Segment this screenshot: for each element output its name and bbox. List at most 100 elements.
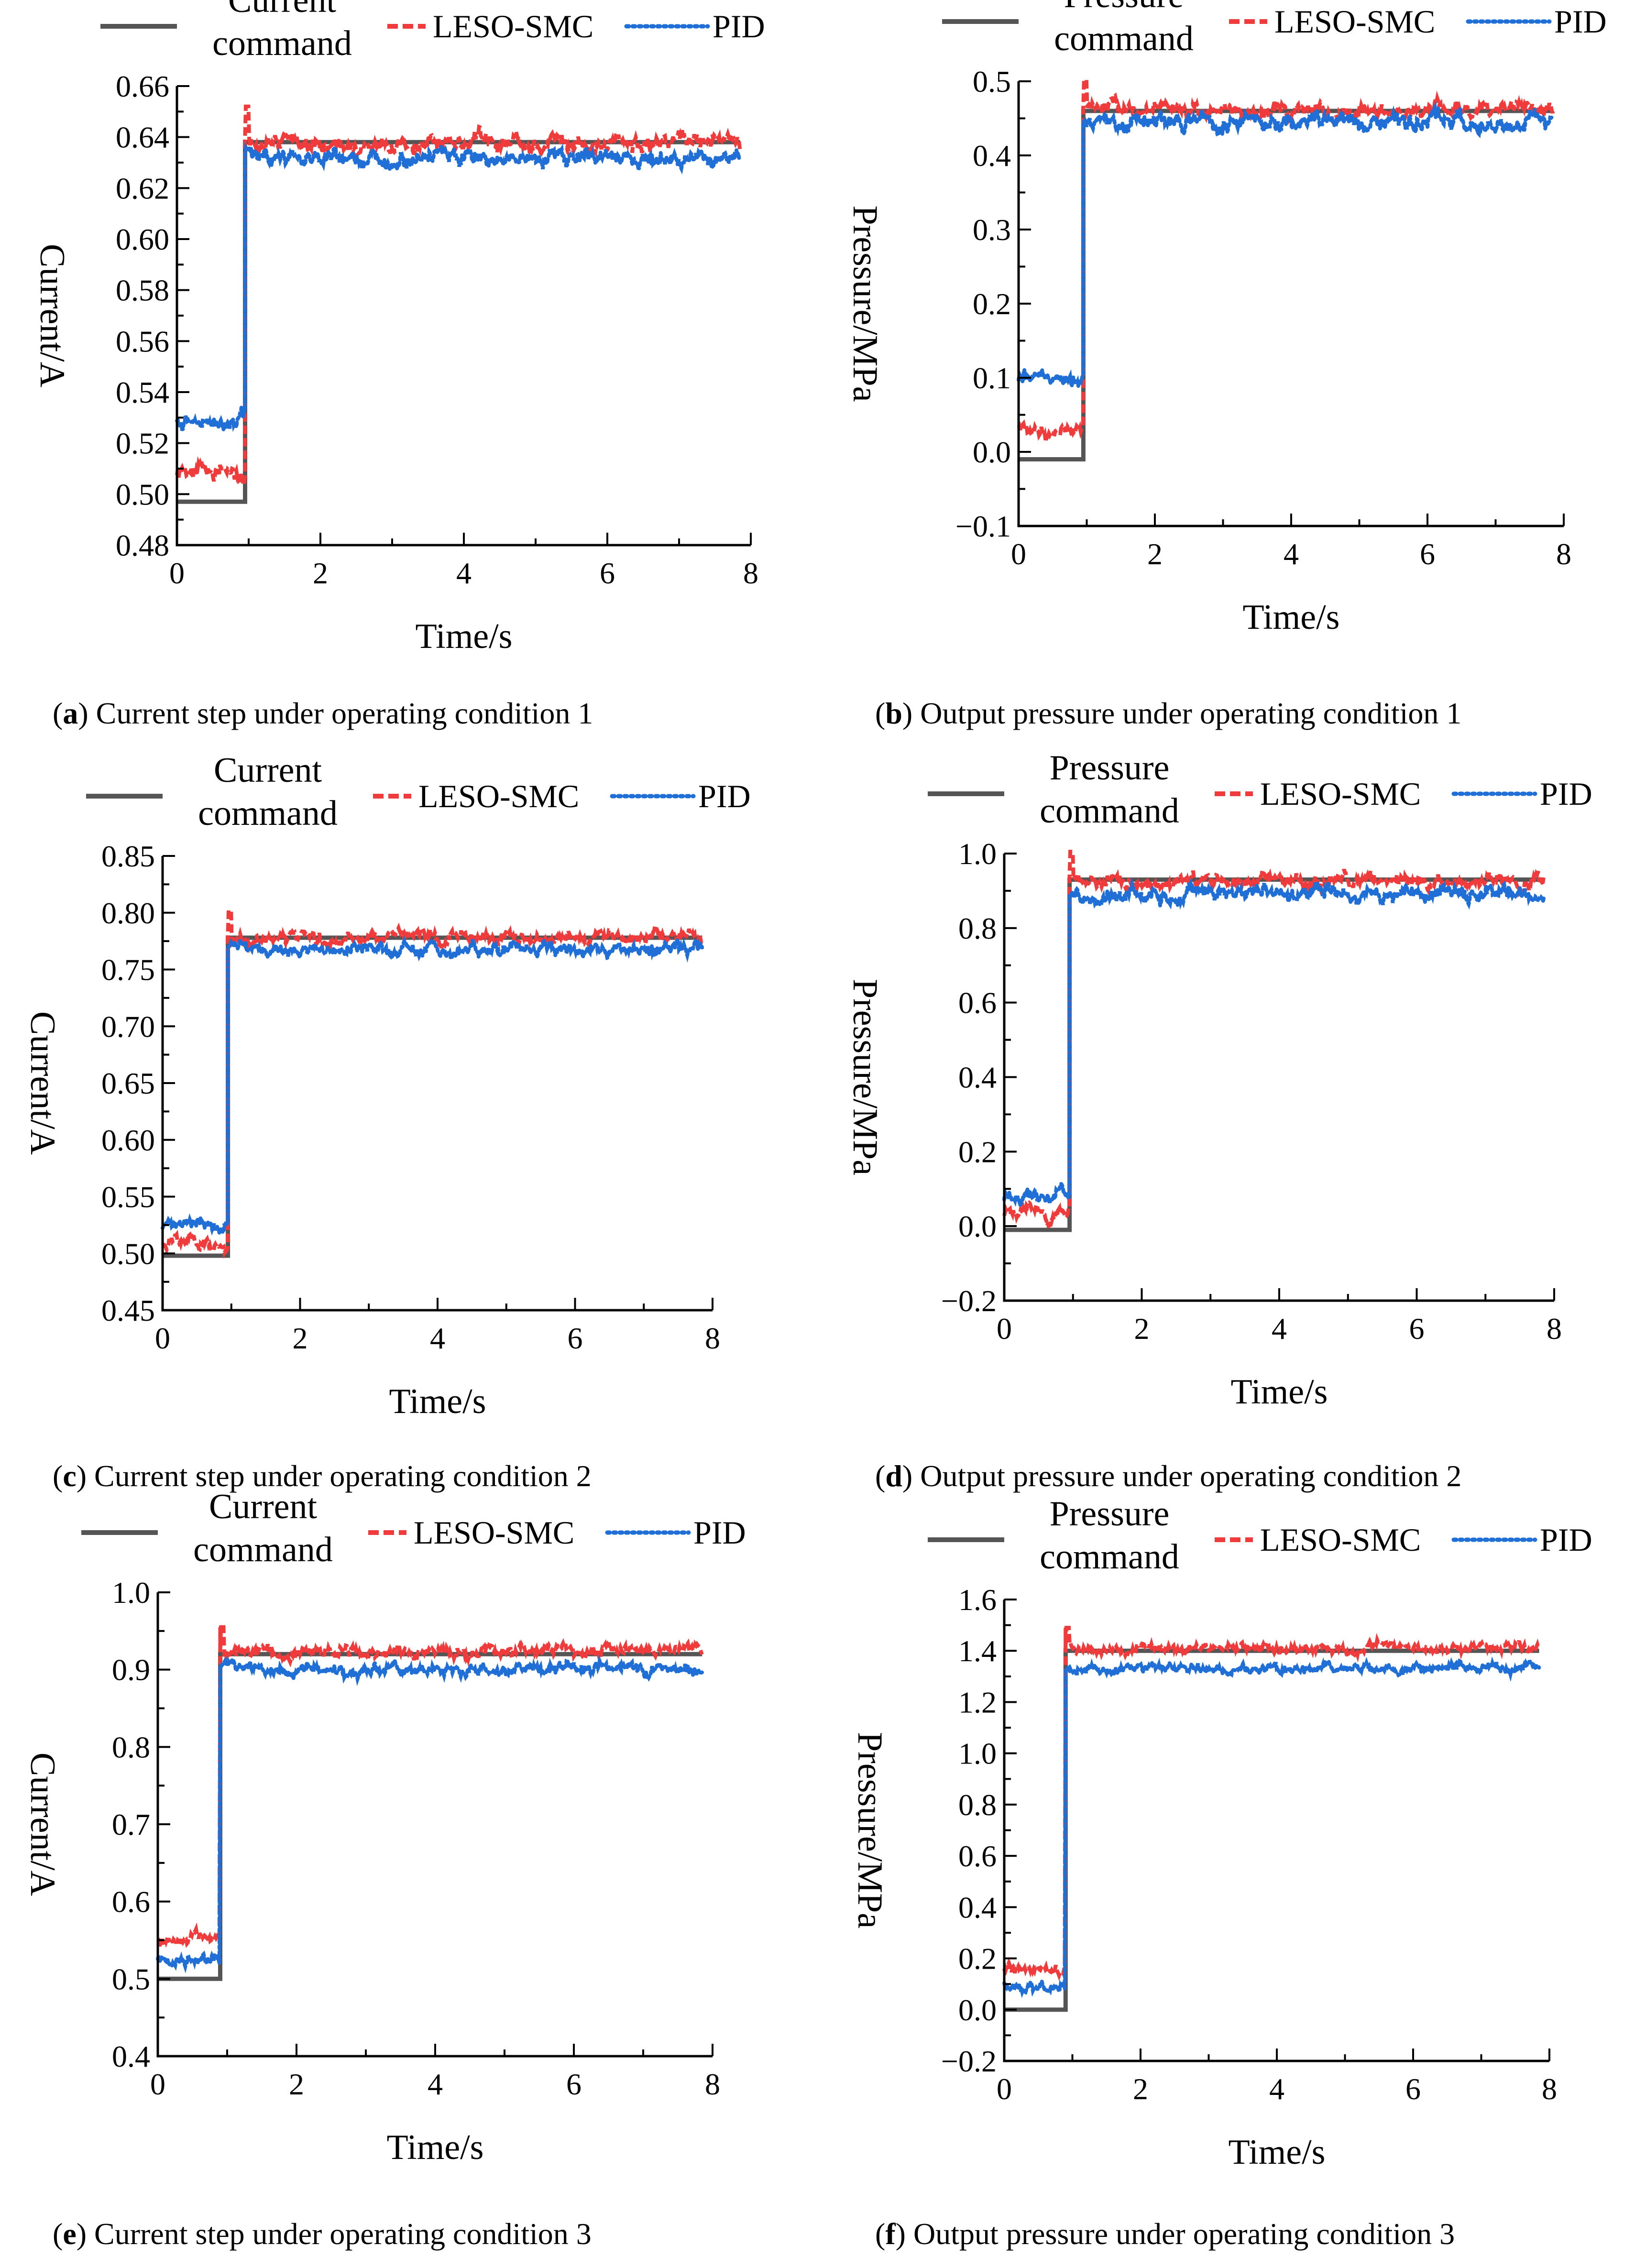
chart-a-ytick-label: 0.54 <box>116 375 169 409</box>
caption-a: (a) Current step under operating conditi… <box>53 696 593 730</box>
chart-f-pid-line <box>1002 1655 1541 1998</box>
caption-b: (b) Output pressure under operating cond… <box>875 696 1462 730</box>
chart-f-legend-command-label: Pressure <box>1050 1494 1170 1534</box>
chart-f-ytick-label: 1.0 <box>958 1737 997 1771</box>
chart-c-ytick-label: 0.80 <box>101 896 155 930</box>
chart-d-xtick-label: 4 <box>1272 1312 1287 1346</box>
chart-a-xtick-label: 6 <box>600 556 615 590</box>
chart-f-legend-command-label-2: command <box>1040 1537 1179 1577</box>
chart-b-ytick-label: −0.1 <box>955 509 1011 543</box>
chart-d-xtick-label: 8 <box>1547 1312 1562 1346</box>
chart-d-legend-leso-label: LESO-SMC <box>1260 776 1421 812</box>
chart-d-ytick-label: 0.4 <box>958 1061 997 1095</box>
chart-f-legend-pid-label: PID <box>1540 1522 1592 1558</box>
chart-e-ytick-label: 0.9 <box>112 1653 150 1687</box>
chart-d-ylabel: Pressure/MPa <box>845 979 885 1175</box>
chart-d-ytick-label: 1.0 <box>958 837 997 871</box>
chart-b-pid-line <box>1017 101 1556 391</box>
chart-d-ytick-label: 0.6 <box>958 986 997 1020</box>
chart-d-legend-command-label-2: command <box>1040 791 1179 831</box>
chart-e-leso-smc-line <box>156 1625 704 1948</box>
chart-e-svg: 0.4 0.5 0.6 0.7 0.8 0.9 1.0 0 2 4 6 8 Time/s Current/… <box>23 1487 746 2167</box>
chart-c-legend-command-label: Current <box>214 751 322 790</box>
chart-c-xtick-label: 8 <box>705 1321 720 1355</box>
chart-panel-f: −0.2 0.0 0.2 0.4 0.6 0.8 1.0 1.2 1.4 1.6 0 2 4 6 8 Time… <box>823 1494 1646 2268</box>
chart-d-legend-command-label: Pressure <box>1050 748 1170 788</box>
chart-e-xtick-label: 0 <box>150 2067 165 2101</box>
chart-e-xtick-label: 8 <box>705 2067 720 2101</box>
chart-c-xtick-label: 6 <box>568 1321 583 1355</box>
caption-d: (d) Output pressure under operating cond… <box>875 1459 1462 1493</box>
chart-e-xtick-label: 2 <box>289 2067 304 2101</box>
chart-c-xtick-label: 4 <box>430 1321 445 1355</box>
chart-b-leso-smc-line <box>1017 77 1556 441</box>
chart-f-xtick-label: 4 <box>1269 2072 1284 2106</box>
chart-c-ytick-label: 0.65 <box>101 1066 155 1100</box>
chart-b-ytick-label: 0.1 <box>973 361 1011 395</box>
chart-c-xtick-label: 2 <box>293 1321 308 1355</box>
chart-e-ytick-label: 0.4 <box>112 2039 150 2073</box>
chart-a-ytick-label: 0.50 <box>116 477 169 511</box>
chart-f-ytick-label: 0.2 <box>958 1942 997 1976</box>
chart-a-ytick-label: 0.60 <box>116 222 169 256</box>
chart-e-ylabel: Current/A <box>23 1753 62 1896</box>
chart-a-ytick-label: 0.66 <box>116 69 169 103</box>
chart-d-xtick-label: 0 <box>997 1312 1012 1346</box>
chart-f-leso-smc-line <box>1002 1626 1541 1982</box>
chart-b-svg: −0.1 0.0 0.1 0.2 0.3 0.4 0.5 0 2 4 6 8 Time/s Pressur… <box>845 0 1607 637</box>
chart-f-ytick-label: 1.2 <box>958 1685 997 1719</box>
chart-panel-c: 0.45 0.50 0.55 0.60 0.65 0.70 0.75 0.80 0.85 0 2 4 6… <box>0 751 823 1501</box>
chart-panel-a: 0.48 0.50 0.52 0.54 0.56 0.58 0.60 0.62 0.64 0.66… <box>0 0 823 746</box>
chart-d-legend-pid-label: PID <box>1540 776 1592 812</box>
chart-a-legend-command-label: Current <box>228 0 336 20</box>
chart-b-xtick-label: 0 <box>1011 537 1026 571</box>
chart-c-legend-pid-label: PID <box>698 778 751 814</box>
caption-e: (e) Current step under operating conditi… <box>53 2217 592 2251</box>
chart-c-ytick-label: 0.85 <box>101 839 155 873</box>
chart-e-ytick-label: 0.7 <box>112 1808 150 1841</box>
chart-e-pid-line <box>156 1654 704 1973</box>
chart-d-command-line <box>1004 877 1544 1232</box>
chart-f-ytick-label: 0.4 <box>958 1890 997 1924</box>
chart-f-xtick-label: 8 <box>1542 2072 1557 2106</box>
caption-f: (f) Output pressure under operating cond… <box>875 2217 1455 2251</box>
chart-d-leso-smc-line <box>1002 850 1546 1228</box>
chart-a-svg: 0.48 0.50 0.52 0.54 0.56 0.58 0.60 0.62 0.64 0.66… <box>33 0 765 656</box>
chart-f-xtick-label: 6 <box>1405 2072 1421 2106</box>
chart-b-legend-leso-label: LESO-SMC <box>1274 3 1435 40</box>
chart-b-command-line <box>1019 109 1554 461</box>
chart-d-pid-line <box>1002 877 1546 1208</box>
chart-f-ytick-label: −0.2 <box>941 2044 997 2078</box>
chart-f-ytick-label: 0.8 <box>958 1788 997 1822</box>
chart-f-svg: −0.2 0.0 0.2 0.4 0.6 0.8 1.0 1.2 1.4 1.6 0 2 4 6 8 Time… <box>850 1494 1592 2172</box>
chart-d-ytick-label: −0.2 <box>941 1284 997 1318</box>
chart-d-ytick-label: 0.2 <box>958 1135 997 1169</box>
chart-a-legend-leso-label: LESO-SMC <box>433 8 593 44</box>
caption-c: (c) Current step under operating conditi… <box>53 1459 592 1493</box>
chart-e-xlabel: Time/s <box>387 2128 484 2167</box>
chart-d-axes <box>1003 854 1554 1302</box>
chart-a-xtick-label: 4 <box>456 556 472 590</box>
chart-a-xtick-label: 0 <box>169 556 185 590</box>
chart-c-ytick-label: 0.75 <box>101 953 155 987</box>
chart-e-legend-command-label-2: command <box>193 1530 333 1569</box>
chart-a-ytick-label: 0.52 <box>116 427 169 460</box>
chart-c-xtick-label: 0 <box>155 1321 170 1355</box>
chart-c-svg: 0.45 0.50 0.55 0.60 0.65 0.70 0.75 0.80 0.85 0 2 4 6… <box>23 751 751 1421</box>
chart-b-xlabel: Time/s <box>1243 598 1340 637</box>
chart-e-ytick-label: 0.6 <box>112 1885 150 1919</box>
chart-f-ytick-label: 1.4 <box>958 1634 997 1668</box>
chart-b-xtick-label: 2 <box>1147 537 1163 571</box>
chart-d-ytick-label: 0.0 <box>958 1209 997 1243</box>
chart-e-legend-command-label: Current <box>209 1487 317 1526</box>
chart-e-ytick-label: 1.0 <box>112 1576 150 1610</box>
chart-d-xtick-label: 2 <box>1134 1312 1150 1346</box>
chart-c-ytick-label: 0.50 <box>101 1237 155 1271</box>
chart-b-xtick-label: 4 <box>1284 537 1299 571</box>
chart-c-ytick-label: 0.55 <box>101 1180 155 1214</box>
chart-b-ytick-label: 0.2 <box>973 287 1011 321</box>
chart-b-ylabel: Pressure/MPa <box>845 205 885 402</box>
chart-d-xtick-label: 6 <box>1409 1312 1425 1346</box>
chart-panel-b: −0.1 0.0 0.1 0.2 0.3 0.4 0.5 0 2 4 6 8 Time/s Pressur… <box>823 0 1646 746</box>
chart-a-command-line <box>177 140 740 504</box>
